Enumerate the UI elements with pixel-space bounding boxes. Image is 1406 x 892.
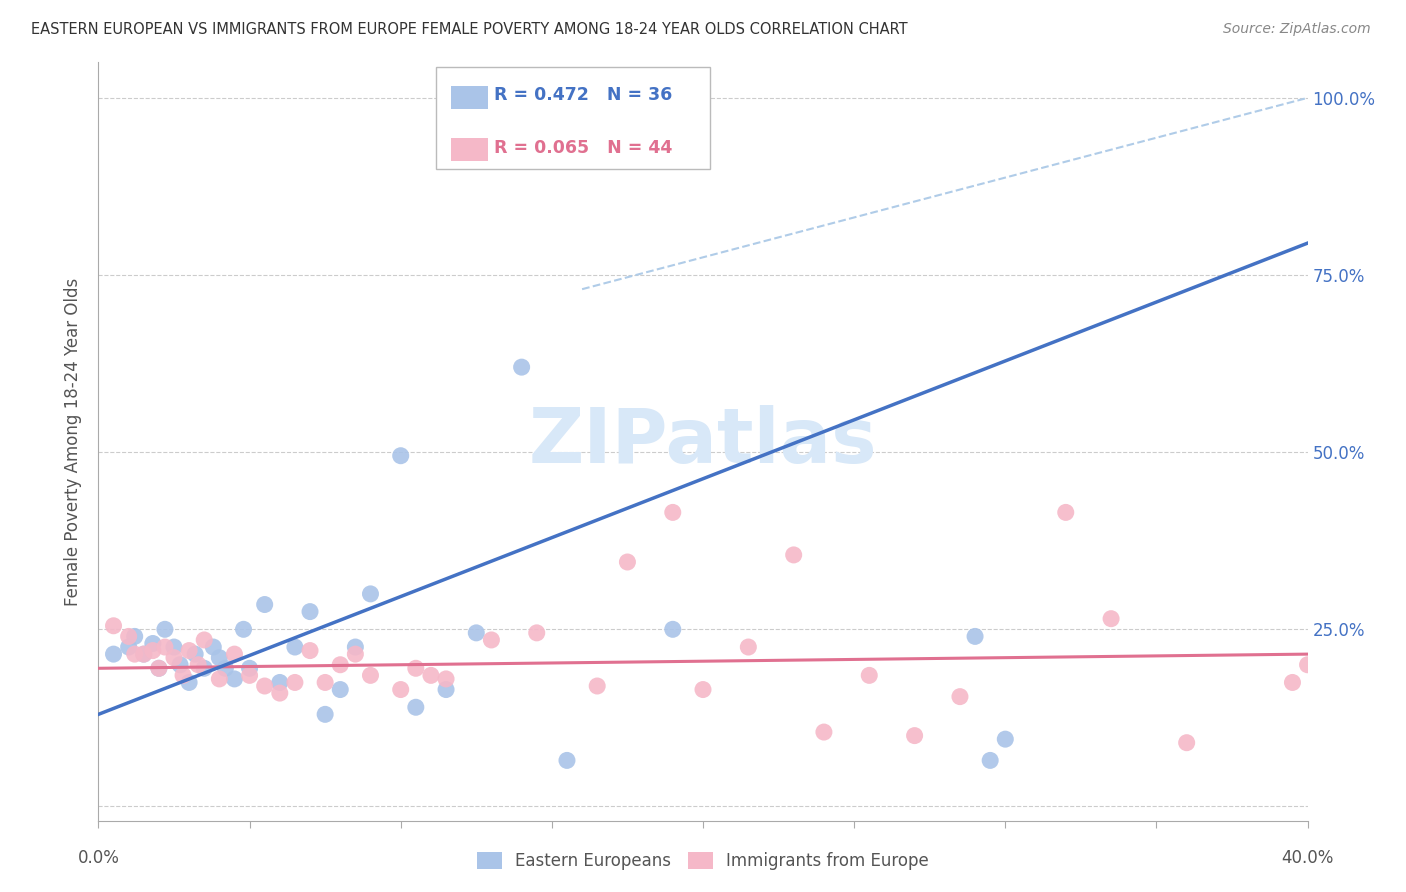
Point [389,682,412,697]
Point [1054,505,1077,519]
Text: R = 0.472   N = 36: R = 0.472 N = 36 [494,87,672,104]
Point [858,668,880,682]
Point [118,629,141,643]
Text: 40.0%: 40.0% [1281,849,1334,867]
Point [949,690,972,704]
Text: EASTERN EUROPEAN VS IMMIGRANTS FROM EUROPE FEMALE POVERTY AMONG 18-24 YEAR OLDS : EASTERN EUROPEAN VS IMMIGRANTS FROM EURO… [31,22,907,37]
Point [965,629,987,643]
Point [239,661,262,675]
Point [979,753,1001,767]
Point [661,505,683,519]
Point [434,672,457,686]
Point [224,672,246,686]
Point [299,605,322,619]
Point [616,555,638,569]
Point [172,668,194,682]
Text: ZIPatlas: ZIPatlas [529,405,877,478]
Point [132,647,155,661]
Point [193,632,215,647]
Point [153,640,176,654]
Point [1175,736,1198,750]
Point [420,668,443,682]
Point [179,675,201,690]
Point [510,360,533,375]
Point [904,729,927,743]
Point [118,640,141,654]
Point [169,657,191,672]
Point [329,657,352,672]
Point [360,587,382,601]
Point [132,647,155,661]
Point [187,657,209,672]
Point [224,647,246,661]
Point [284,675,307,690]
Point [253,598,276,612]
Point [555,753,578,767]
Point [208,650,231,665]
Point [148,661,170,675]
Point [142,636,165,650]
Point [586,679,609,693]
Point [142,643,165,657]
Point [202,640,225,654]
Point [1296,657,1319,672]
Text: 0.0%: 0.0% [77,849,120,867]
Point [232,623,254,637]
Y-axis label: Female Poverty Among 18-24 Year Olds: Female Poverty Among 18-24 Year Olds [65,277,83,606]
Text: R = 0.065   N = 44: R = 0.065 N = 44 [494,139,672,157]
Point [783,548,806,562]
Point [184,647,207,661]
Point [284,640,307,654]
Point [405,661,427,675]
Point [299,643,322,657]
Point [253,679,276,693]
Point [193,661,215,675]
Point [329,682,352,697]
Point [208,672,231,686]
Point [269,686,291,700]
Legend: Eastern Europeans, Immigrants from Europe: Eastern Europeans, Immigrants from Europ… [470,846,936,877]
Point [239,668,262,682]
Point [465,625,488,640]
Point [1099,612,1122,626]
Point [434,682,457,697]
Point [389,449,412,463]
Point [661,623,683,637]
Point [103,647,125,661]
Point [813,725,835,739]
Point [163,650,186,665]
Point [153,623,176,637]
Point [179,643,201,657]
Point [344,647,367,661]
Point [481,632,503,647]
Point [360,668,382,682]
Point [103,619,125,633]
Point [344,640,367,654]
Point [214,661,236,675]
Text: Source: ZipAtlas.com: Source: ZipAtlas.com [1223,22,1371,37]
Point [269,675,291,690]
Point [314,675,336,690]
Point [526,625,548,640]
Point [737,640,759,654]
Point [163,640,186,654]
Point [994,732,1017,747]
Point [124,629,146,643]
Point [692,682,714,697]
Point [124,647,146,661]
Point [148,661,170,675]
Point [405,700,427,714]
Point [314,707,336,722]
Point [1281,675,1303,690]
